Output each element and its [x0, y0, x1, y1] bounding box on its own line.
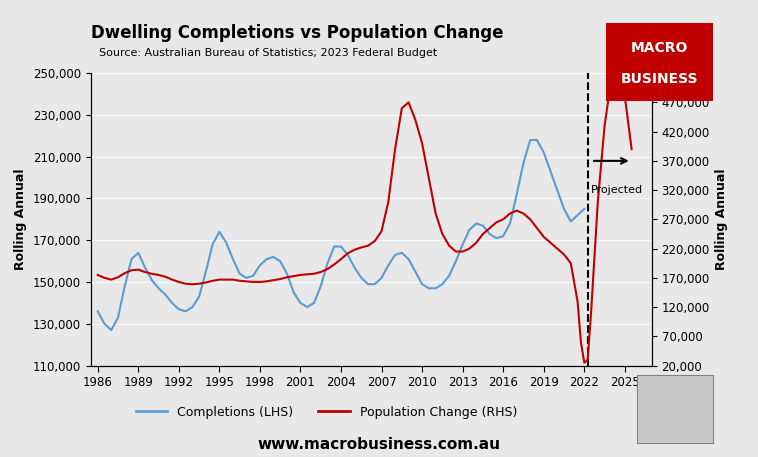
Legend: Completions (LHS), Population Change (RHS): Completions (LHS), Population Change (RH… [131, 401, 522, 424]
Text: Source: Australian Bureau of Statistics; 2023 Federal Budget: Source: Australian Bureau of Statistics;… [99, 48, 437, 58]
Y-axis label: Rolling Annual: Rolling Annual [716, 169, 728, 270]
Text: www.macrobusiness.com.au: www.macrobusiness.com.au [258, 437, 500, 452]
Text: Projected: Projected [591, 185, 644, 195]
Text: MACRO: MACRO [631, 41, 688, 55]
Y-axis label: Rolling Annual: Rolling Annual [14, 169, 27, 270]
Text: BUSINESS: BUSINESS [621, 72, 698, 86]
Text: Dwelling Completions vs Population Change: Dwelling Completions vs Population Chang… [91, 24, 503, 43]
